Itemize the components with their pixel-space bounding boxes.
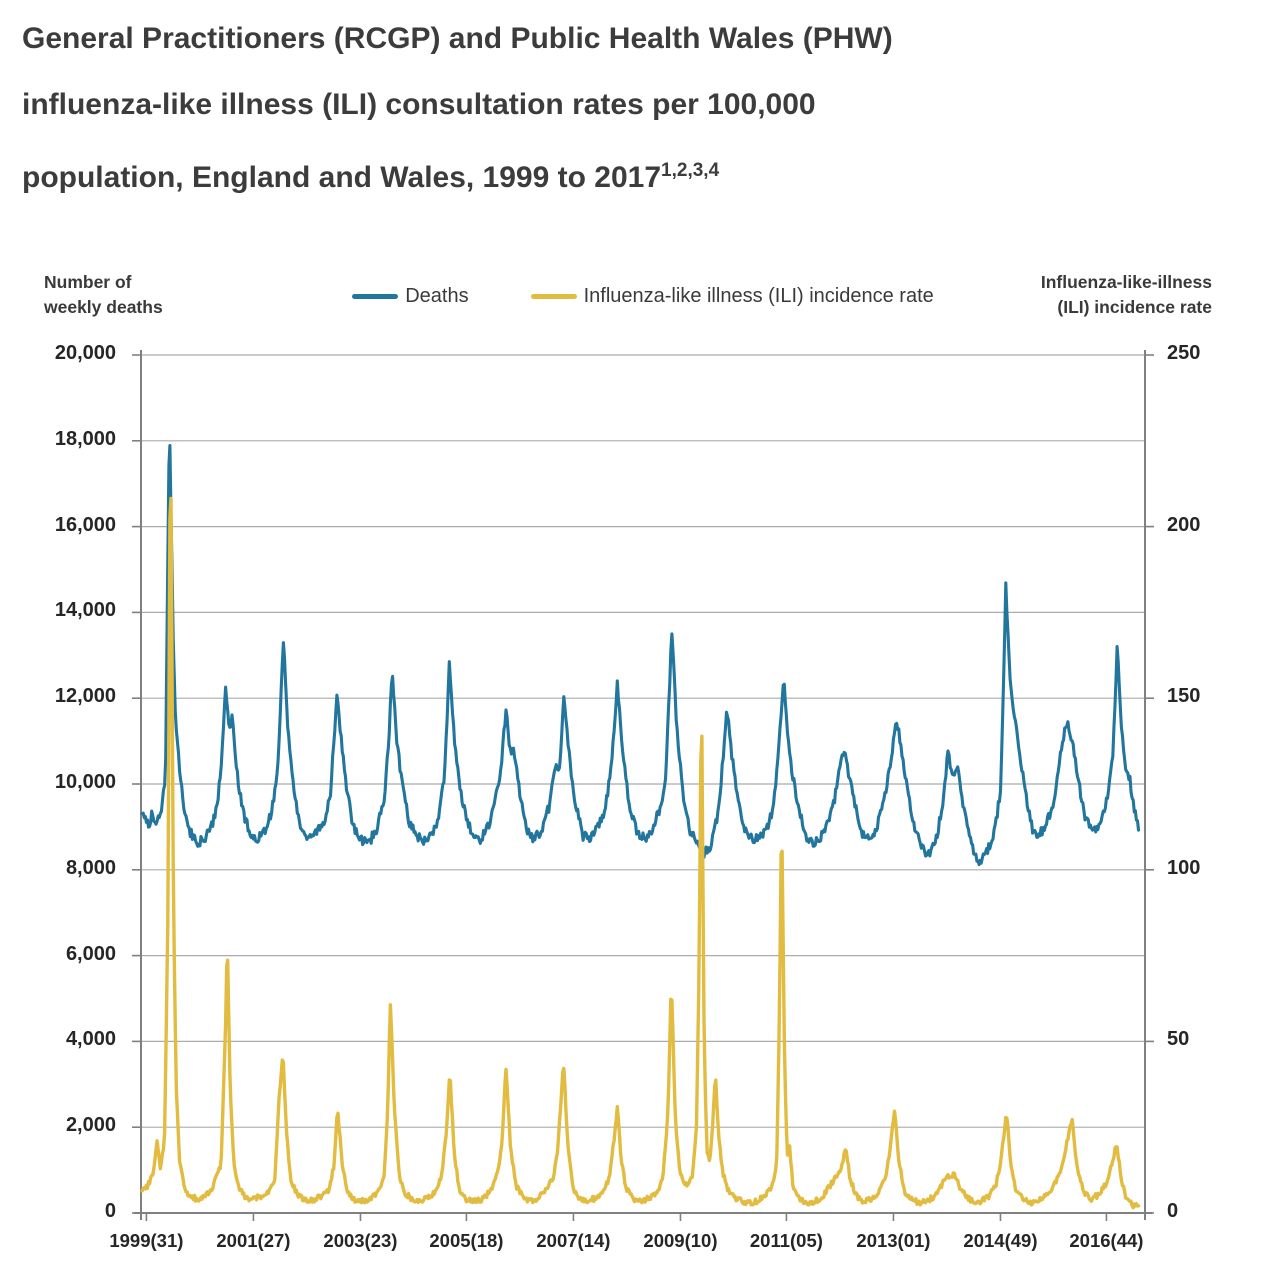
left-axis-tick-label: 20,000 (54, 342, 116, 364)
right-axis-tick-label: 150 (1167, 685, 1201, 708)
left-axis-tick-label: 6,000 (65, 942, 116, 965)
x-axis-tick-label: 2014(49) (963, 1230, 1038, 1251)
left-axis-tick-label: 4,000 (65, 1028, 116, 1051)
title-line-3-text: population, England and Wales, 1999 to 2… (22, 161, 662, 194)
left-axis-tick-label: 14,000 (54, 599, 116, 622)
right-axis-tick-label: 50 (1167, 1028, 1190, 1051)
title-line-1: General Practitioners (RCGP) and Public … (22, 22, 893, 55)
left-axis-title: Number of weekly deaths (44, 270, 163, 320)
left-axis-title-line-2: weekly deaths (44, 297, 163, 317)
left-axis-tick-label: 18,000 (54, 427, 116, 450)
legend-item-ili: Influenza-like illness (ILI) incidence r… (530, 285, 934, 308)
right-axis-title-line-1: Influenza-like-illness (1040, 272, 1212, 292)
x-axis-tick-label: 2013(01) (856, 1230, 931, 1251)
legend-line-swatch (530, 294, 577, 299)
x-axis-tick-label: 2003(23) (323, 1230, 398, 1251)
legend-label: Influenza-like illness (ILI) incidence r… (583, 285, 934, 307)
right-axis-tick-label: 100 (1167, 856, 1201, 879)
right-axis-tick-label: 250 (1167, 342, 1201, 364)
title-line-2: influenza-like illness (ILI) consultatio… (22, 88, 816, 121)
right-axis-tick-label: 200 (1167, 513, 1201, 536)
x-axis-tick-label: 2009(10) (643, 1230, 718, 1251)
left-axis-tick-label: 12,000 (54, 685, 116, 708)
title-line-3: population, England and Wales, 1999 to 2… (22, 138, 1122, 211)
legend-item-deaths: Deaths (352, 285, 469, 308)
legend-label: Deaths (405, 285, 469, 307)
legend: Deaths Influenza-like illness (ILI) incid… (141, 285, 1145, 308)
x-axis-tick-label: 2007(14) (536, 1230, 611, 1251)
left-axis-tick-label: 0 (104, 1200, 116, 1222)
left-axis-title-line-1: Number of (44, 272, 132, 292)
right-axis-title: Influenza-like-illness (ILI) incidence r… (1041, 270, 1212, 320)
x-axis-tick-label: 1999(31) (109, 1230, 184, 1251)
left-axis-tick-label: 10,000 (54, 771, 116, 793)
x-axis-tick-label: 2016(44) (1069, 1230, 1144, 1251)
right-axis-title-line-2: (ILI) incidence rate (1057, 297, 1212, 317)
left-axis-tick-label: 16,000 (54, 513, 116, 536)
legend-line-swatch (352, 294, 399, 299)
title-footnote-refs: 1,2,3,4 (661, 160, 720, 181)
left-axis-tick-label: 2,000 (65, 1114, 116, 1137)
x-axis-tick-label: 2011(05) (749, 1230, 823, 1251)
deaths-series-line (140, 443, 1141, 867)
x-axis-tick-label: 2005(18) (429, 1230, 504, 1251)
ili-series-line (140, 496, 1141, 1210)
chart-title: General Practitioners (RCGP) and Public … (22, 6, 1122, 211)
right-axis-tick-label: 0 (1167, 1200, 1179, 1222)
left-axis-tick-label: 8,000 (65, 856, 116, 879)
x-axis-tick-label: 2001(27) (216, 1230, 291, 1251)
